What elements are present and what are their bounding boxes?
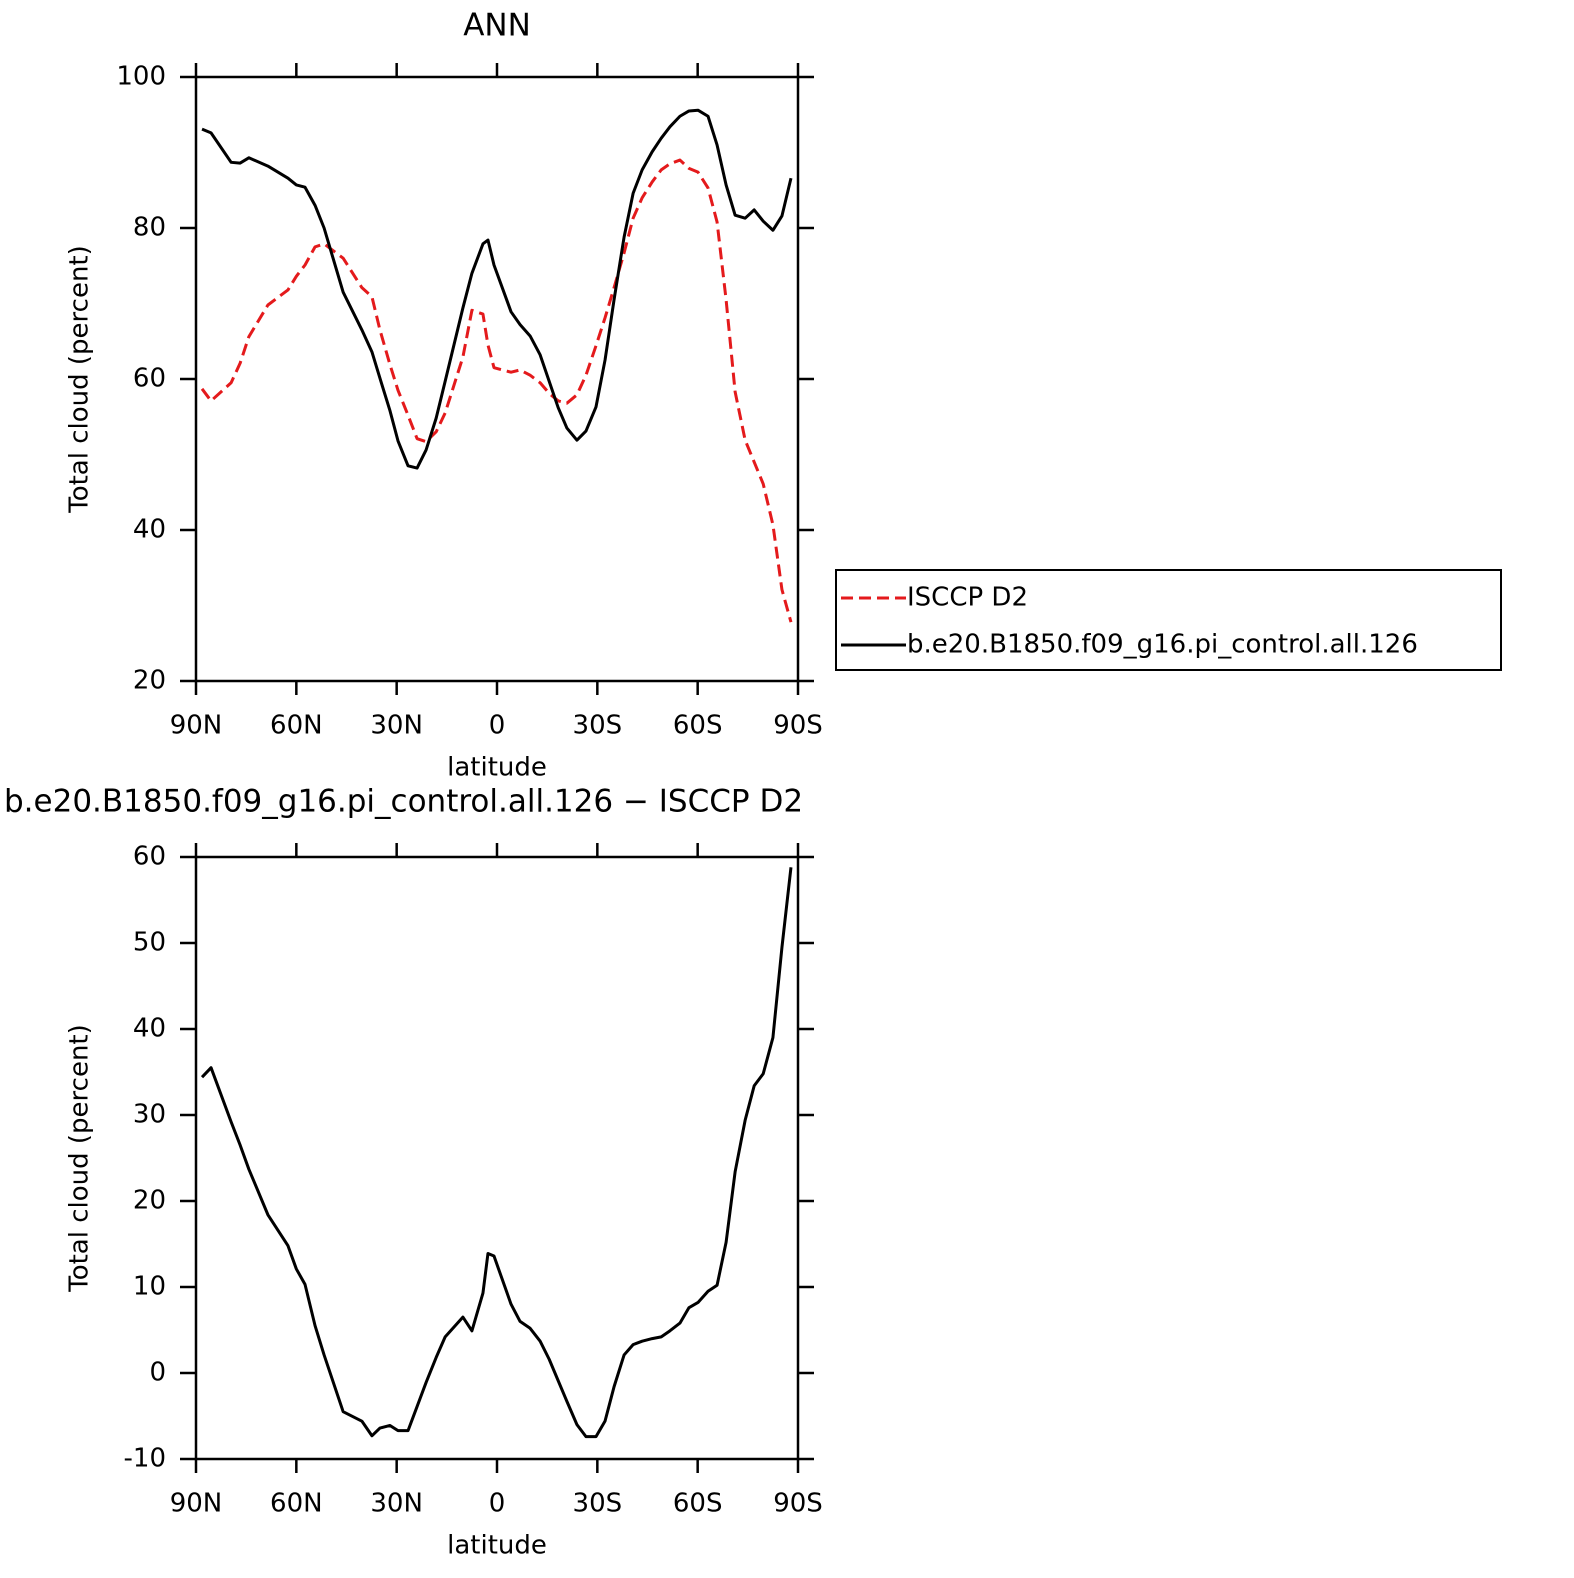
x-tick-label: 60S: [673, 1489, 723, 1519]
y-axis-label: Total cloud (percent): [65, 1024, 95, 1293]
x-tick-label: 30N: [370, 1489, 423, 1519]
y-tick-label: 40: [133, 1014, 166, 1044]
y-tick-label: 80: [133, 213, 166, 243]
y-tick-label: 50: [133, 928, 166, 958]
data-line: [201, 108, 793, 470]
chart-title: b.e20.B1850.f09_g16.pi_control.all.126 −…: [4, 784, 803, 820]
plot-frame: [194, 855, 800, 1461]
y-tick-label: 40: [133, 515, 166, 545]
y-tick-label: 20: [133, 666, 166, 696]
data-line: [200, 867, 793, 1439]
y-axis-label: Total cloud (percent): [65, 245, 95, 514]
x-tick-label: 0: [489, 1489, 506, 1519]
x-tick-label: 60N: [270, 1489, 323, 1519]
x-tick-label: 0: [489, 711, 506, 741]
y-tick-label: 30: [133, 1100, 166, 1130]
x-tick-label: 90N: [170, 1489, 223, 1519]
y-tick-label: 0: [149, 1358, 166, 1388]
legend-label: b.e20.B1850.f09_g16.pi_control.all.126: [907, 630, 1418, 660]
data-line: [200, 158, 793, 623]
x-tick-label: 30S: [573, 1489, 623, 1519]
y-tick-label: 60: [133, 842, 166, 872]
y-tick-label: 10: [133, 1272, 166, 1302]
x-tick-label: 30N: [370, 711, 423, 741]
x-axis-label: latitude: [447, 1531, 547, 1561]
y-tick-label: 60: [133, 364, 166, 394]
x-tick-label: 90S: [773, 711, 823, 741]
x-tick-label: 90S: [773, 1489, 823, 1519]
x-tick-label: 60N: [270, 711, 323, 741]
x-tick-label: 60S: [673, 711, 723, 741]
legend-label: ISCCP D2: [907, 583, 1028, 613]
x-axis-label: latitude: [447, 753, 547, 783]
y-tick-label: 20: [133, 1186, 166, 1216]
legend-box: [835, 569, 1502, 671]
plot-frame: [194, 75, 800, 683]
x-tick-label: 30S: [573, 711, 623, 741]
y-tick-label: 100: [116, 62, 166, 92]
x-tick-label: 90N: [170, 711, 223, 741]
chart-title: ANN: [463, 8, 531, 44]
y-tick-label: -10: [124, 1444, 166, 1474]
